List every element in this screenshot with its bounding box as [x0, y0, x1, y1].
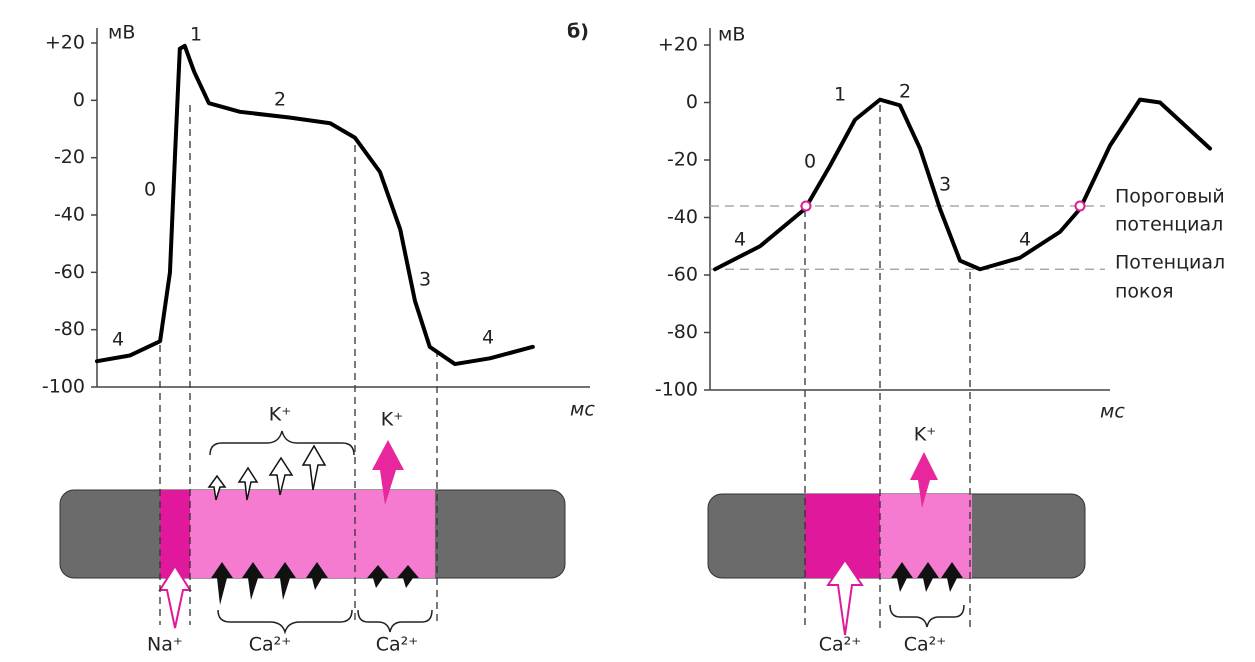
arrow [158, 564, 192, 629]
annotation: 4 [112, 329, 124, 351]
membrane-left [59, 105, 566, 635]
arrows [211, 562, 419, 605]
arrow [826, 558, 864, 636]
y-axis-label: мВ [108, 22, 135, 44]
annotation: 1 [190, 24, 202, 46]
annotation: 4 [482, 327, 494, 349]
y-tick-label: -100 [42, 376, 85, 398]
guide-lines [804, 105, 971, 630]
annotation: K⁺ [269, 404, 292, 426]
annotation: 0 [804, 151, 816, 173]
annotation: Пороговый [1115, 186, 1225, 208]
annotation: 2 [899, 81, 911, 103]
channel-zone [160, 490, 435, 578]
annotation: 2 [274, 89, 286, 111]
annotation: K⁺ [381, 409, 404, 431]
y-tick-label: -80 [667, 321, 698, 343]
arrow [372, 440, 404, 505]
annotation: Ca²⁺ [376, 634, 419, 656]
annotation: 3 [419, 269, 431, 291]
y-tick-label: -20 [54, 146, 85, 168]
annotation: Ca²⁺ [819, 634, 862, 656]
annotation: Потенциал [1115, 252, 1225, 274]
y-tick-label: -60 [54, 261, 85, 283]
y-tick-label: +20 [45, 32, 85, 54]
brace [889, 604, 965, 628]
annotation: Ca²⁺ [904, 634, 947, 656]
annotation: K⁺ [914, 424, 937, 446]
arrows [207, 444, 327, 501]
y-tick-label: -40 [667, 206, 698, 228]
x-axis-label: мс [1100, 401, 1125, 423]
annotation: 4 [734, 229, 746, 251]
membrane-right [707, 105, 1086, 636]
annotation: 0 [144, 179, 156, 201]
threshold-point [1074, 200, 1086, 212]
y-tick-label: -80 [54, 318, 85, 340]
annotation: 3 [939, 174, 951, 196]
y-tick-label: 0 [686, 91, 698, 113]
line [713, 97, 1212, 272]
threshold-point [800, 200, 812, 212]
annotation: Na⁺ [147, 634, 183, 656]
y-tick-label: -100 [655, 379, 698, 401]
arrow [910, 452, 938, 508]
annotation: Ca²⁺ [249, 634, 292, 656]
brace [217, 609, 353, 635]
y-tick-label: -20 [667, 149, 698, 171]
annotation: б) [567, 21, 589, 43]
channel-zone [160, 490, 190, 578]
annotation: покоя [1115, 281, 1174, 303]
annotation: 1 [834, 84, 846, 106]
brace [357, 609, 433, 633]
arrows [891, 562, 963, 592]
line [95, 43, 535, 367]
brace [209, 430, 355, 456]
annotation: 4 [1019, 229, 1031, 251]
x-axis-label: мс [570, 399, 595, 421]
y-tick-label: -60 [667, 264, 698, 286]
annotation: потенциал [1115, 214, 1223, 236]
y-tick-label: -40 [54, 204, 85, 226]
y-axis-label: мВ [718, 24, 745, 46]
y-tick-label: 0 [73, 89, 85, 111]
y-tick-label: +20 [658, 34, 698, 56]
